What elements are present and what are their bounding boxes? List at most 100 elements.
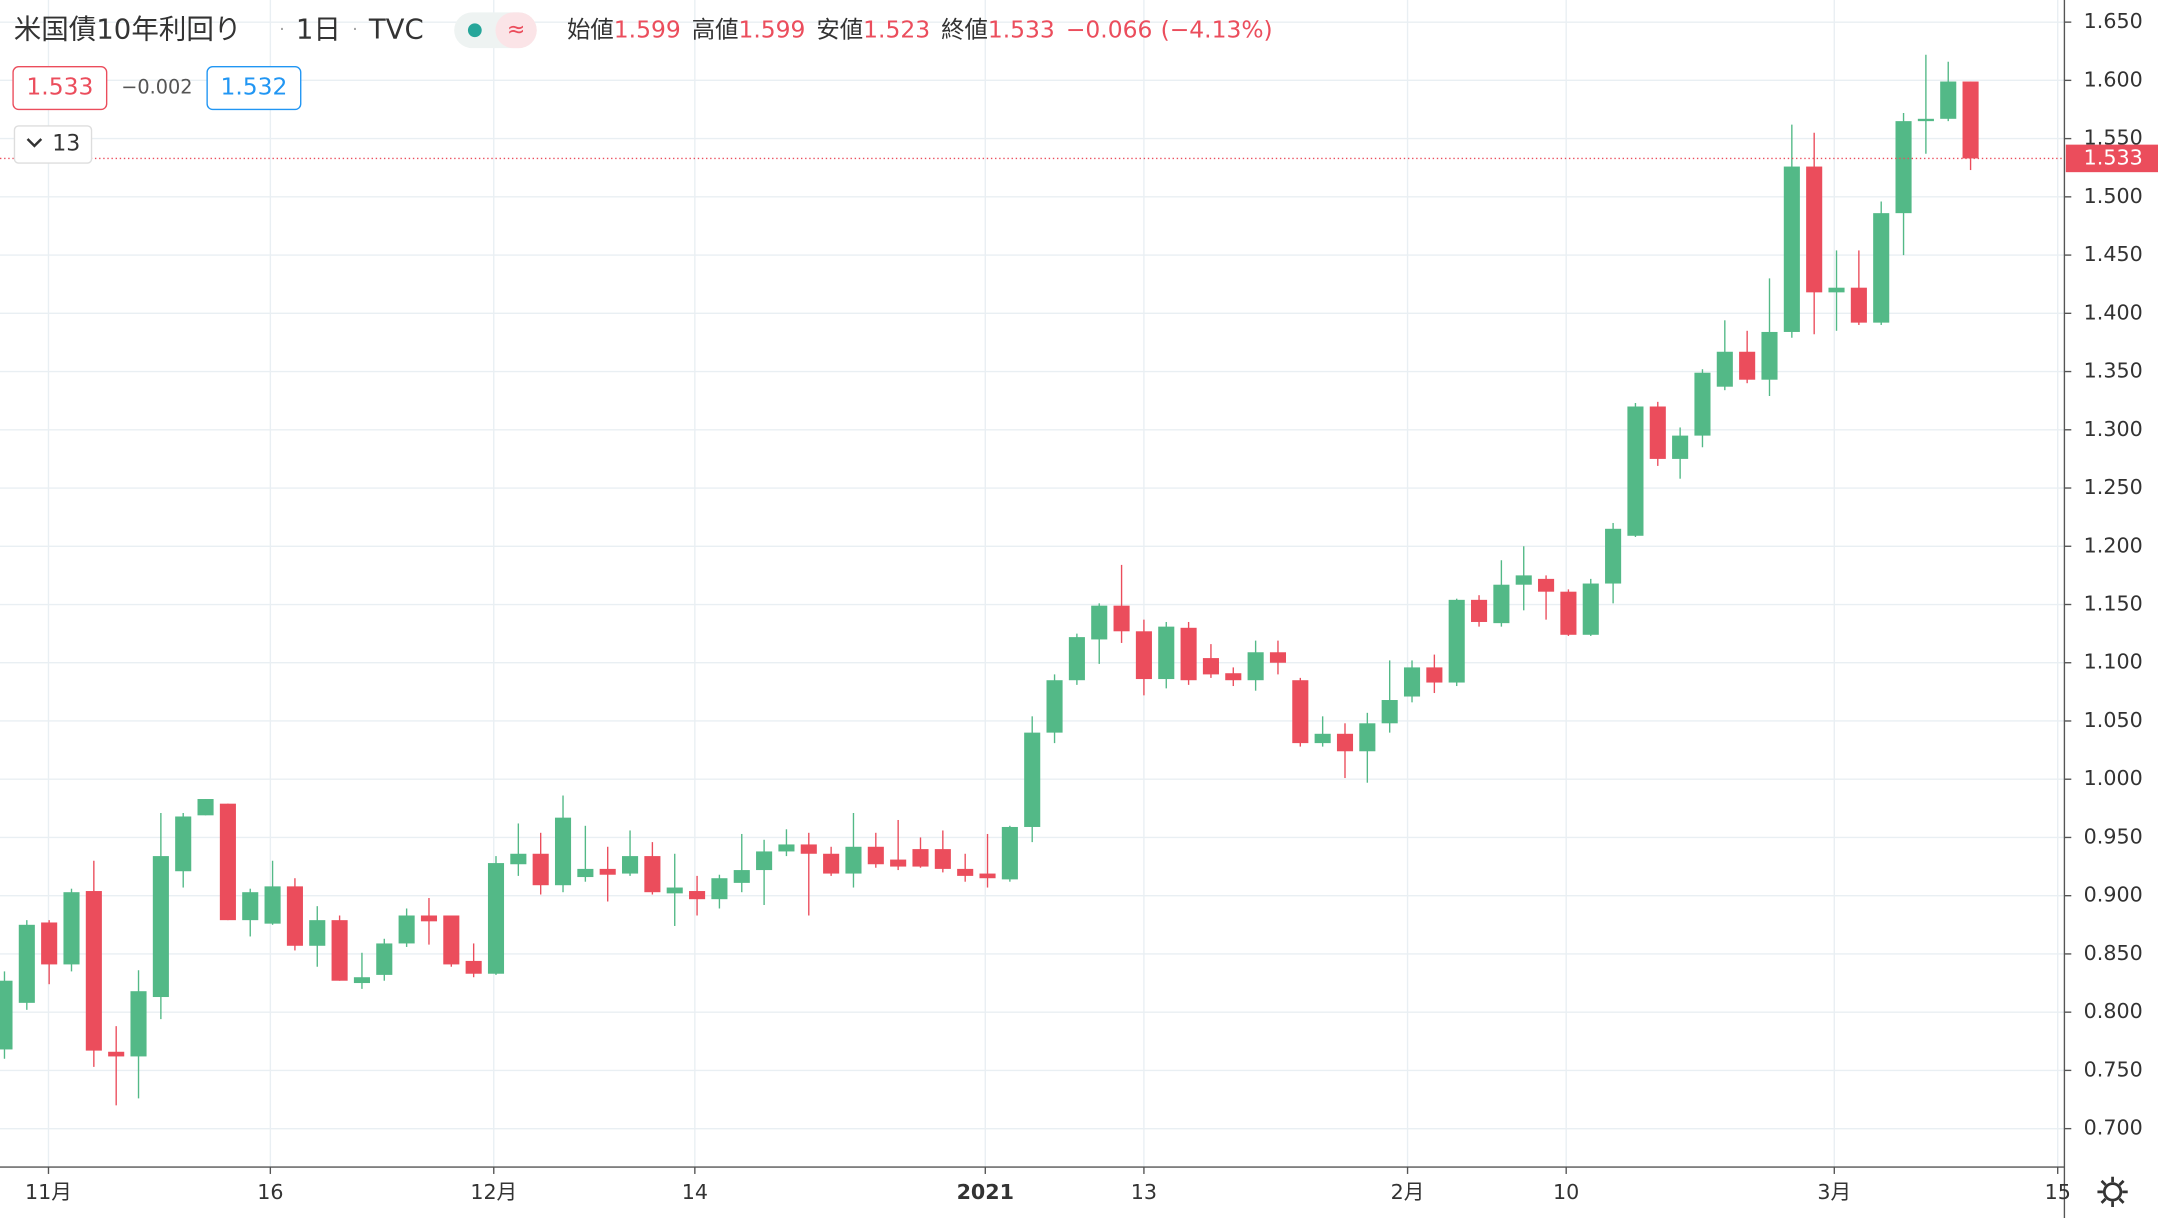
separator: ·: [279, 20, 284, 39]
y-tick-label: 0.800: [2084, 999, 2143, 1023]
x-tick-label: 13: [1131, 1180, 1157, 1204]
candle-body: [756, 851, 773, 871]
x-tick-label: 12月: [470, 1180, 517, 1204]
x-tick-label: 15: [2045, 1180, 2071, 1204]
y-tick-label: 1.200: [2084, 533, 2143, 557]
candle-body: [197, 799, 214, 816]
legend-value: 1.599: [738, 15, 805, 43]
candle-body: [1649, 406, 1666, 459]
separator: ·: [352, 20, 357, 39]
candle-body: [1471, 599, 1488, 622]
candle-body: [1672, 435, 1689, 459]
sell-box[interactable]: [12, 66, 108, 111]
candle-body: [510, 853, 527, 865]
candles: [0, 54, 2065, 1106]
candle-body: [465, 960, 482, 974]
candle-body: [1962, 81, 1979, 159]
last-price-label: 1.533: [2084, 145, 2143, 169]
candle-body: [912, 849, 929, 867]
indicators-toggle[interactable]: [13, 125, 93, 164]
candle-body: [1225, 673, 1242, 681]
candle-body: [1806, 166, 1823, 293]
candle-body: [957, 868, 974, 876]
candle-body: [443, 915, 460, 965]
candle-body: [1873, 213, 1890, 323]
candle-body: [1336, 733, 1354, 752]
candle-body: [1493, 584, 1510, 624]
candle-body: [644, 856, 661, 893]
candle-body: [1582, 583, 1599, 635]
candle-body: [1135, 631, 1152, 680]
buy-price: 1.532: [220, 73, 287, 101]
legend-value: 1.599: [614, 15, 681, 43]
legend-change: −0.066: [1066, 15, 1153, 43]
candle-body: [823, 853, 840, 874]
candle-body: [1716, 351, 1733, 387]
candle-body: [867, 846, 884, 865]
spread: −0.002: [121, 76, 192, 99]
candle-body: [219, 803, 236, 921]
candle-body: [1068, 637, 1085, 681]
y-tick-label: 1.350: [2084, 359, 2143, 383]
candle-body: [130, 991, 147, 1057]
y-tick-label: 1.150: [2084, 592, 2143, 616]
legend-value: 1.533: [988, 15, 1055, 43]
candle-body: [1269, 652, 1287, 663]
candle-body: [733, 870, 750, 883]
legend-label: 終値: [941, 15, 988, 43]
candle-body: [1113, 605, 1130, 632]
candle-body: [1560, 591, 1577, 635]
candle-body: [599, 868, 616, 875]
y-tick-label: 0.850: [2084, 941, 2143, 965]
candle-body: [1739, 351, 1756, 380]
grid: [0, 0, 2065, 1168]
candle-body: [1917, 118, 1934, 122]
candle-body: [18, 924, 35, 1003]
candle-body: [0, 980, 13, 1050]
candle-body: [1761, 331, 1778, 380]
legend-label: 安値: [816, 15, 863, 43]
candle-body: [845, 846, 862, 874]
candle-body: [420, 915, 438, 922]
candle-body: [532, 853, 549, 886]
candle-body: [152, 856, 169, 998]
y-tick-label: 0.750: [2084, 1057, 2143, 1081]
y-tick-label: 1.500: [2084, 184, 2143, 208]
candle-body: [1783, 166, 1800, 332]
candle-body: [1515, 575, 1532, 585]
indicators-count: 13: [52, 132, 80, 157]
delay-icon: ≈: [507, 17, 525, 42]
candle-body: [711, 878, 728, 900]
sell-price: 1.533: [26, 73, 93, 101]
y-tick-label: 1.400: [2084, 300, 2143, 324]
legend-change-pct: (−4.13%): [1161, 15, 1273, 43]
settings-button[interactable]: [2097, 1176, 2128, 1207]
candle-body: [353, 977, 370, 984]
candle-body: [1046, 680, 1063, 733]
candle-body: [1605, 528, 1622, 584]
interval[interactable]: 1日: [296, 13, 341, 45]
candle-body: [1202, 658, 1219, 675]
candle-body: [1627, 406, 1644, 536]
candle-body: [979, 873, 996, 879]
y-tick-label: 1.050: [2084, 708, 2143, 732]
candle-body: [778, 844, 795, 852]
candle-body: [85, 891, 102, 1051]
y-tick-label: 0.900: [2084, 883, 2143, 907]
candle-body: [1828, 287, 1845, 293]
x-tick-label: 14: [682, 1180, 708, 1204]
last-price-badge: [2065, 144, 2158, 173]
symbol-title[interactable]: 米国債10年利回り: [14, 13, 242, 45]
legend-value: 1.523: [863, 15, 930, 43]
candle-body: [1180, 627, 1197, 681]
candle-body: [331, 920, 348, 981]
delay-badge[interactable]: [495, 12, 537, 49]
buy-box[interactable]: [206, 66, 302, 111]
x-tick-label: 10: [1553, 1180, 1579, 1204]
x-tick-label: 2021: [957, 1180, 1014, 1204]
axes: 0.700 0.750 0.800 0.850 0.900 0.950 1.000 1.050…: [25, 9, 2158, 1204]
candle-body: [577, 868, 594, 878]
candle-body: [800, 844, 817, 854]
